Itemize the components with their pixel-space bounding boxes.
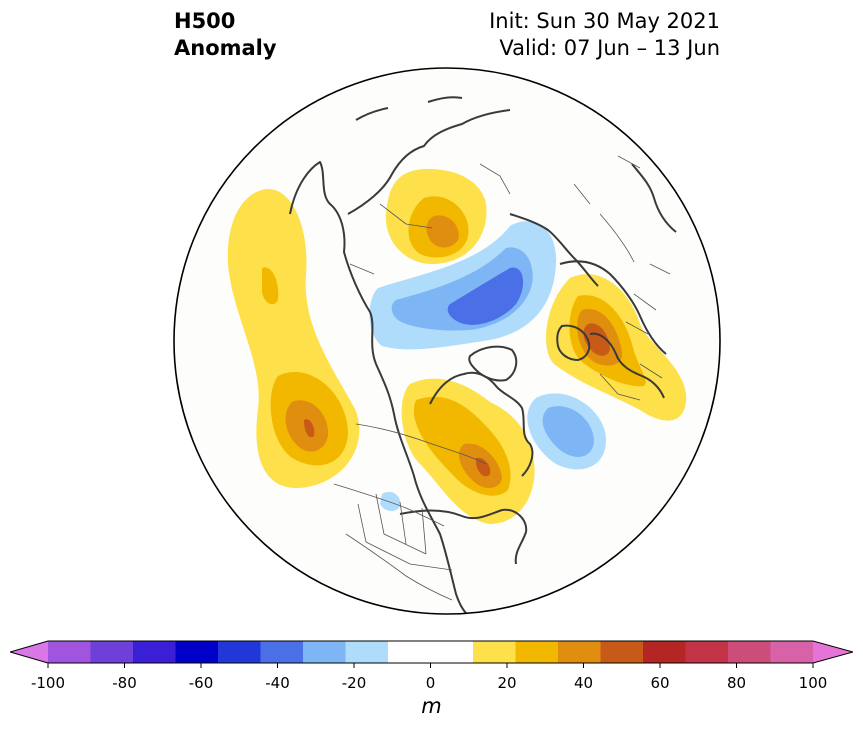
anomaly-pacific-ridge	[227, 188, 360, 489]
colorbar-segment	[473, 641, 516, 663]
colorbar-tick-label: -40	[265, 674, 290, 692]
title: H500 Anomaly	[174, 8, 277, 62]
anomaly-plains-small	[380, 491, 401, 512]
colorbar-tick-label: 20	[497, 674, 517, 692]
colorbar-segment	[303, 641, 346, 663]
colorbar-left-extension	[10, 641, 48, 663]
anomaly-siberia-ridge	[385, 169, 487, 264]
colorbar-segment	[430, 641, 474, 663]
map-frame	[173, 67, 721, 615]
colorbar-segment	[260, 641, 304, 663]
country-borders	[333, 155, 671, 601]
colorbar-segment	[175, 641, 219, 663]
colorbar-segment	[48, 641, 91, 663]
colorbar-segment	[218, 641, 261, 663]
colorbar-tick-label: 100	[798, 674, 828, 692]
colorbar-tick-label: -60	[188, 674, 214, 692]
colorbar-segment	[90, 641, 134, 663]
colorbar-tick-label: 80	[726, 674, 747, 692]
colorbar-tick-label: 0	[425, 674, 436, 692]
colorbar-unit: m	[421, 694, 442, 718]
colorbar-tick-label: -20	[341, 674, 367, 692]
colorbar-segment	[345, 641, 389, 663]
colorbar-tick-label: 60	[650, 674, 670, 692]
colorbar-segment	[388, 641, 431, 663]
colorbar-segment	[643, 641, 686, 663]
colorbar	[10, 640, 853, 668]
colorbar-segment	[600, 641, 644, 663]
title-line-2: Anomaly	[174, 36, 277, 60]
colorbar-segment	[770, 641, 814, 663]
anomaly-canada-ridge	[401, 378, 535, 524]
anomaly-atlantic-trough	[527, 393, 606, 470]
colorbar-right-extension	[813, 641, 853, 663]
colorbar-segment	[558, 641, 601, 663]
colorbar-segment	[685, 641, 729, 663]
coastlines	[289, 96, 677, 614]
anomaly-arctic-trough	[369, 221, 557, 350]
colorbar-segment	[133, 641, 176, 663]
colorbar-segment	[728, 641, 771, 663]
colorbar-segment	[515, 641, 559, 663]
polar-map	[173, 67, 721, 615]
time-info: Init: Sun 30 May 2021 Valid: 07 Jun – 13…	[489, 8, 720, 62]
init-time: Init: Sun 30 May 2021	[489, 9, 720, 33]
valid-period: Valid: 07 Jun – 13 Jun	[499, 36, 720, 60]
colorbar-tick-label: -80	[112, 674, 137, 692]
colorbar-tick-label: -100	[30, 674, 66, 692]
colorbar-tick-label: 40	[573, 674, 594, 692]
title-line-1: H500	[174, 9, 236, 33]
